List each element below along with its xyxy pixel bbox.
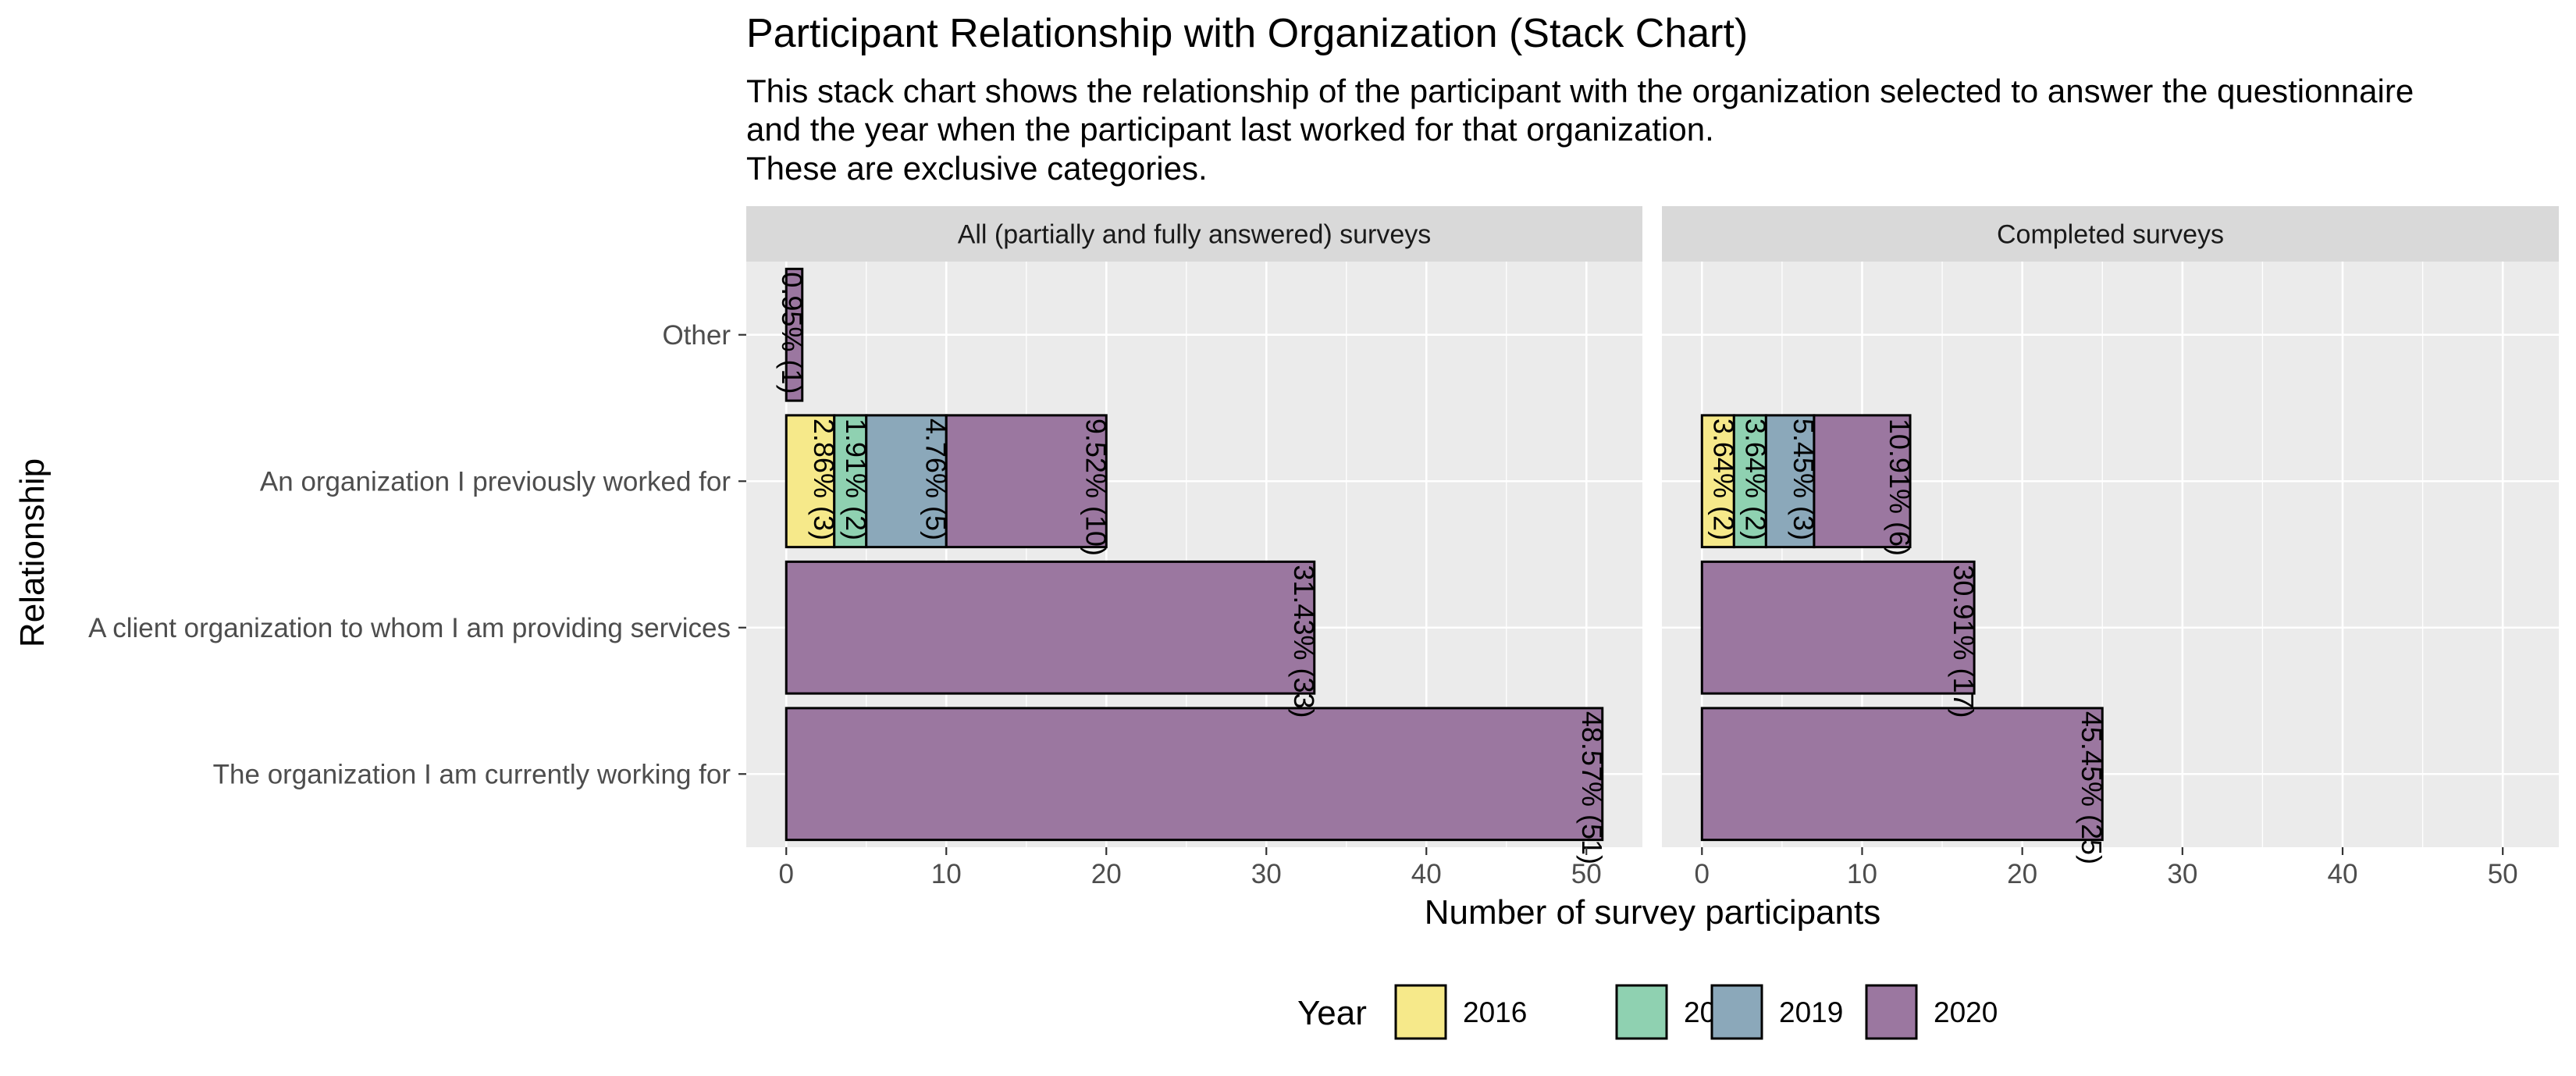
bar-segment-2020 (785, 267, 804, 402)
x-axis-ticks: 0 10 20 30 40 50 (779, 847, 1602, 889)
bar-value-label: 3.64% (2) (1707, 419, 1739, 540)
bar-labels: 45.45% (25) 30.91% (17) 3.64% (2) 3.64% (2)… (1707, 419, 2108, 864)
y-tick-label: Other (662, 320, 731, 351)
x-tick-label: 0 (779, 859, 794, 889)
legend-key-2020 (1865, 984, 1918, 1040)
legend-label: 2020 (1934, 996, 1998, 1028)
x-axis-title: Number of survey participants (1425, 893, 1880, 932)
bar-value-label: 45.45% (25) (2076, 711, 2108, 864)
bar-segment-2020 (1700, 707, 2104, 842)
legend-label: 2016 (1463, 996, 1527, 1028)
bar-segment-2020 (945, 414, 1108, 549)
x-tick-label: 30 (2167, 859, 2197, 889)
bar-value-label: 30.91% (17) (1948, 565, 1980, 718)
bar-segment-2020 (1813, 414, 1912, 549)
bar-segment-2020 (785, 707, 1604, 842)
y-axis-ticks: The organization I am currently working … (88, 320, 746, 789)
bar-value-label: 48.57% (51) (1576, 711, 1608, 864)
bar-value-label: 4.76% (5) (920, 419, 952, 540)
bars (785, 267, 1604, 842)
legend-label: 2019 (1779, 996, 1843, 1028)
bar-segment-2018 (833, 414, 868, 549)
legend-key-2016 (1394, 984, 1447, 1040)
chart-subtitle-line-2: and the year when the participant last w… (746, 111, 1714, 148)
x-tick-label: 10 (1847, 859, 1877, 889)
bar-value-label: 9.52% (10) (1080, 419, 1112, 556)
x-tick-label: 30 (1251, 859, 1282, 889)
legend-key-2019 (1710, 984, 1763, 1040)
bar-labels: 48.57% (51) 31.43% (33) 2.86% (3) 1.91% (2)… (776, 272, 1608, 864)
bar-value-label: 5.45% (3) (1788, 419, 1820, 540)
facet-strip (746, 206, 1642, 262)
x-tick-label: 40 (1411, 859, 1442, 889)
facet-strip-label: Completed surveys (1997, 220, 2224, 250)
y-tick-label: A client organization to whom I am provi… (88, 613, 731, 643)
chart-title: Participant Relationship with Organizati… (746, 11, 1748, 56)
bars (1700, 414, 2104, 842)
x-tick-label: 0 (1695, 859, 1710, 889)
panel-2: Completed surveys 45.45% (25) 30.91% (17) 3… (1662, 206, 2559, 889)
bar-segment-2016 (1700, 414, 1735, 549)
bar-segment-2020 (1700, 560, 1976, 695)
x-tick-label: 10 (931, 859, 962, 889)
bar-value-label: 3.64% (2) (1739, 419, 1771, 540)
y-tick-label: The organization I am currently working … (213, 759, 731, 789)
bar-segment-2019 (865, 414, 948, 549)
panels: All (partially and fully answered) surve… (746, 206, 2559, 889)
bar-value-label: 31.43% (33) (1288, 565, 1320, 718)
bar-value-label: 10.91% (6) (1884, 419, 1916, 556)
bar-segment-2018 (1732, 414, 1767, 549)
x-tick-label: 50 (2488, 859, 2518, 889)
y-axis-title: Relationship (13, 458, 52, 647)
chart-subtitle-line-3: These are exclusive categories. (746, 150, 1208, 187)
y-tick-label: An organization I previously worked for (260, 466, 731, 497)
x-axis-ticks: 0 10 20 30 40 50 (1695, 847, 2518, 889)
x-tick-label: 20 (2007, 859, 2037, 889)
bar-segment-2020 (785, 560, 1316, 695)
bar-segment-2016 (785, 414, 836, 549)
legend-key-2018 (1615, 984, 1668, 1040)
x-tick-label: 40 (2328, 859, 2358, 889)
legend-title: Year (1297, 994, 1367, 1032)
x-tick-label: 20 (1091, 859, 1122, 889)
legend: Year 2016201820192020 (1297, 984, 1998, 1040)
bar-value-label: 0.95% (1) (776, 272, 808, 394)
facet-strip-label: All (partially and fully answered) surve… (958, 220, 1432, 250)
x-tick-label: 50 (1571, 859, 1602, 889)
chart-subtitle-line-1: This stack chart shows the relationship … (746, 73, 2414, 109)
panel-1: All (partially and fully answered) surve… (746, 206, 1642, 889)
bar-value-label: 2.86% (3) (808, 419, 840, 540)
facet-strip (1662, 206, 2559, 262)
bar-segment-2019 (1764, 414, 1816, 549)
bar-value-label: 1.91% (2) (840, 419, 872, 540)
